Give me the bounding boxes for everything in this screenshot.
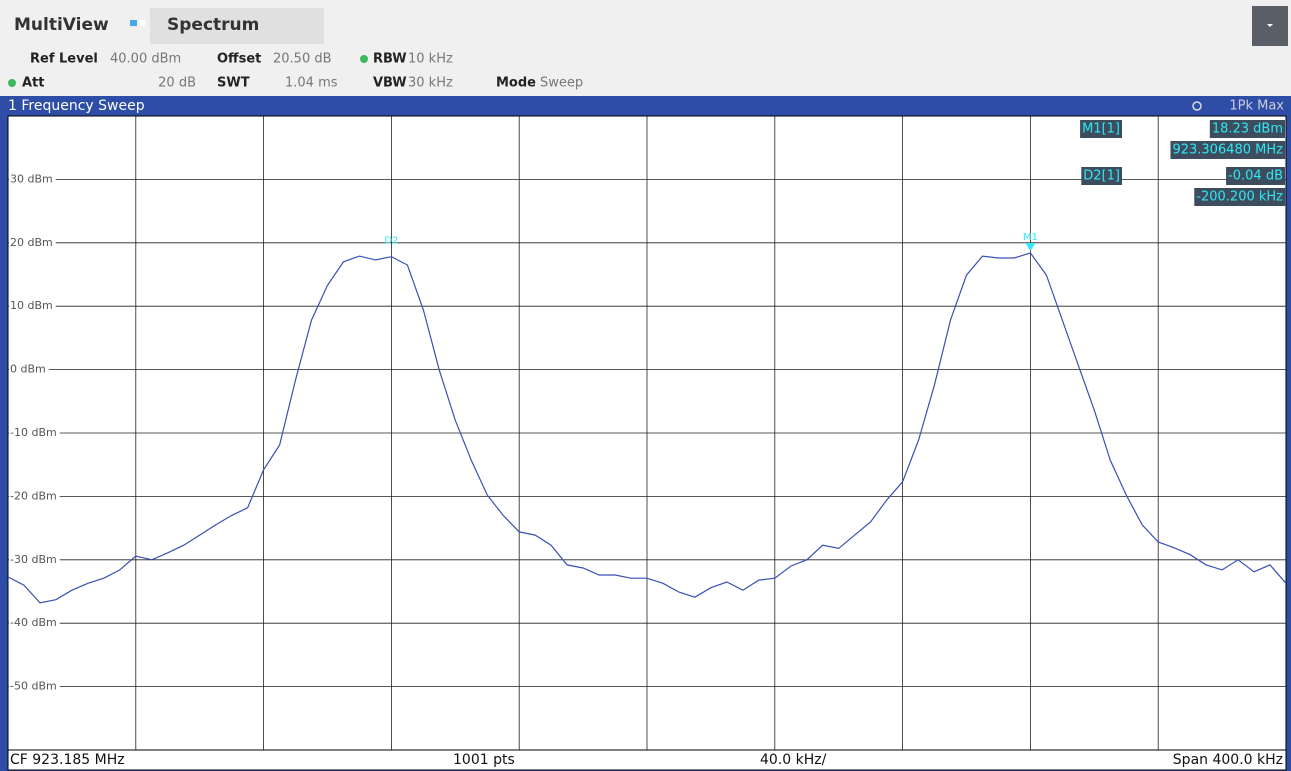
setting-label: Ref Level [30,52,98,67]
y-tick-label: 30 dBm [10,172,53,185]
label-background [9,299,56,313]
label-background [9,489,60,503]
marker-label: D2 [384,236,398,247]
dropdown-arrow[interactable] [1267,24,1273,27]
marker-triangle [1025,242,1036,251]
label-background [9,172,56,186]
trace [7,252,1287,604]
setting-label: VBW [373,76,407,91]
setting-label: Mode [496,76,536,91]
y-tick-label: -10 dBm [10,426,57,439]
setting-value: Sweep [540,76,583,91]
label-background [9,426,60,439]
y-tick-label: 20 dBm [10,236,53,249]
setting-label: RBW [373,52,407,67]
y-tick-label: 10 dBm [10,299,53,312]
setting-label: Offset [217,52,261,67]
center-frequency: CF 923.185 MHz [10,752,125,768]
frequency-per-division: 40.0 kHz/ [760,752,827,768]
marker-name: D2[1] [1083,169,1120,184]
marker-value: 18.23 dBm [1212,122,1283,137]
setting-value: 40.00 dBm [110,52,181,67]
y-tick-label: -50 dBm [10,680,57,693]
label-background [9,235,56,249]
marker-name: M1[1] [1082,122,1120,137]
y-tick-label: 0 dBm [10,363,46,376]
setting-value: 20.50 dB [273,52,332,67]
label-background [9,679,60,693]
status-dot [360,55,368,63]
tab[interactable] [150,8,324,44]
y-tick-label: -40 dBm [10,616,57,629]
trace-icon [1192,101,1202,111]
span: Span 400.0 kHz [1173,752,1283,768]
tab-label[interactable]: Spectrum [167,15,259,35]
marker-position: -200.200 kHz [1196,190,1283,205]
marker-position: 923.306480 MHz [1172,143,1283,158]
marker-cell [1209,120,1285,138]
marker-label: M1 [1023,232,1038,243]
y-tick-label: -30 dBm [10,553,57,566]
footer-bar [7,749,1287,771]
y-tick-label: -20 dBm [10,489,57,502]
app-icon [140,20,145,26]
setting-label: SWT [217,76,250,91]
setting-value: 10 kHz [408,52,453,67]
marker-cell [1194,188,1286,206]
setting-value: 30 kHz [408,76,453,91]
setting-label: Att [22,76,45,91]
plot: 30 dBm 20 dBm 10 dBm 0 dBm -10 dBm -20 dBm -30… [7,116,1287,750]
trace-label: 1Pk Max [1229,99,1284,114]
app-title: MultiView [14,15,109,35]
sweep-points: 1001 pts [453,752,515,768]
marker-cell [1226,167,1285,185]
label-background [9,362,49,376]
status-dot [8,79,16,87]
window-title: 1 Frequency Sweep [8,98,145,114]
marker-value: -0.04 dB [1228,169,1283,184]
setting-value: 20 dB [158,76,196,91]
setting-value: 1.04 ms [285,76,338,91]
marker-cell [1080,120,1122,138]
marker-cell [1081,167,1122,185]
label-background [9,552,60,566]
label-background [9,616,60,630]
app-icon [130,20,137,26]
marker-cell [1170,141,1286,159]
